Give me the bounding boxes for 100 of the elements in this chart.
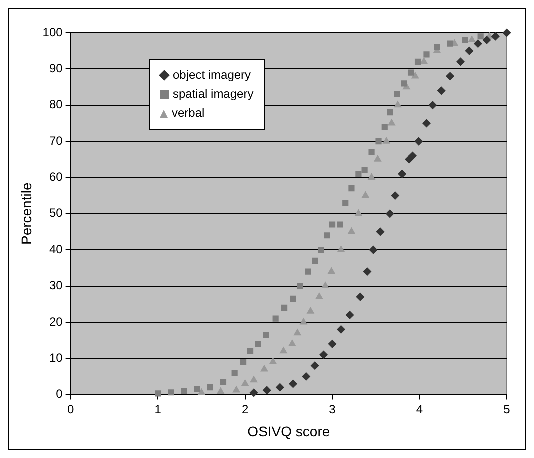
point	[337, 222, 344, 228]
point	[478, 34, 484, 40]
point	[394, 101, 402, 108]
point	[217, 388, 224, 394]
point	[263, 386, 272, 395]
point	[250, 376, 258, 383]
point	[369, 246, 378, 254]
point	[276, 383, 284, 392]
point	[307, 307, 314, 314]
point	[437, 86, 446, 95]
point	[394, 91, 400, 98]
point	[468, 36, 476, 43]
point	[424, 52, 430, 58]
x-tick-label: 3	[329, 402, 336, 416]
point	[181, 388, 188, 394]
point	[368, 174, 376, 180]
point	[355, 210, 362, 216]
x-axis-title: OSIVQ score	[248, 423, 330, 440]
y-tick-label: 20	[49, 314, 64, 329]
point	[401, 80, 408, 87]
point	[320, 350, 328, 360]
point	[408, 152, 417, 160]
point	[329, 222, 336, 228]
point	[220, 379, 227, 386]
y-tick-label: 70	[49, 134, 64, 148]
legend-label: verbal	[172, 106, 205, 120]
y-axis-title: Percentile	[18, 182, 34, 246]
point	[300, 318, 308, 325]
y-tick-label: 10	[49, 350, 64, 365]
point	[305, 268, 312, 275]
point	[263, 332, 270, 338]
point	[318, 247, 324, 254]
point	[362, 192, 370, 198]
point	[247, 348, 254, 354]
point	[465, 46, 474, 56]
point	[240, 359, 247, 366]
point	[387, 110, 394, 116]
point	[408, 70, 414, 76]
point	[155, 390, 162, 397]
point	[294, 329, 302, 336]
point	[289, 380, 298, 388]
point	[328, 340, 337, 348]
point	[422, 119, 431, 128]
x-tick-label: 1	[154, 402, 162, 416]
point	[338, 246, 345, 252]
point	[391, 192, 400, 200]
point	[482, 36, 492, 44]
point	[456, 58, 465, 66]
point	[297, 283, 304, 290]
point	[363, 268, 372, 276]
point	[462, 37, 468, 44]
point	[272, 316, 279, 322]
point	[420, 58, 428, 64]
point	[310, 362, 320, 370]
y-tick-label: 100	[42, 25, 64, 40]
x-tick-label: 0	[67, 402, 74, 416]
point	[232, 370, 238, 376]
legend-label: object imagery	[173, 68, 252, 82]
point	[376, 138, 382, 145]
point	[270, 358, 277, 365]
point	[324, 232, 330, 239]
y-tick-label: 0	[56, 387, 64, 402]
point	[302, 372, 310, 381]
point	[492, 32, 500, 41]
point	[356, 293, 365, 302]
point	[282, 304, 288, 312]
point	[194, 386, 200, 392]
point	[312, 258, 318, 264]
point	[356, 171, 362, 178]
point	[388, 119, 396, 126]
point	[255, 341, 262, 348]
point	[412, 72, 420, 79]
y-tick-label: 30	[49, 278, 64, 293]
point	[502, 28, 512, 38]
point	[322, 282, 330, 289]
point	[368, 149, 375, 156]
point	[280, 347, 288, 354]
point	[374, 156, 382, 162]
point	[168, 390, 174, 396]
x-tick-label: 2	[242, 402, 249, 416]
legend-label: spatial imagery	[173, 87, 254, 101]
point	[428, 101, 437, 110]
point	[386, 210, 394, 218]
point	[288, 340, 296, 346]
point	[382, 137, 390, 144]
x-tick-label: 4	[416, 402, 424, 416]
point	[446, 72, 454, 81]
point	[260, 365, 268, 372]
y-tick-label: 50	[49, 206, 64, 220]
point	[242, 380, 249, 386]
point	[348, 186, 355, 192]
point	[447, 40, 454, 47]
y-tick-label: 40	[49, 242, 64, 256]
point	[382, 124, 388, 130]
point	[376, 228, 385, 236]
point	[414, 137, 423, 146]
point	[342, 200, 349, 206]
point	[316, 293, 324, 300]
point	[337, 326, 346, 334]
point	[434, 44, 440, 51]
